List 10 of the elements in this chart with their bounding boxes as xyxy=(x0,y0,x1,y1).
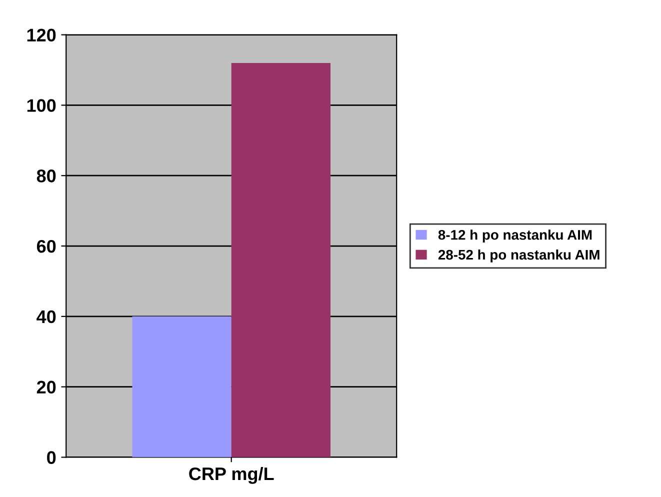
y-tick-label: 20 xyxy=(36,380,56,394)
x-tick-label: CRP mg/L xyxy=(189,466,274,484)
y-tick-label: 120 xyxy=(27,28,56,42)
y-tick-label: 40 xyxy=(36,310,56,324)
legend-label: 28-52 h po nastanku AIM xyxy=(438,249,600,262)
legend-label: 8-12 h po nastanku AIM xyxy=(438,230,592,243)
y-tick-label: 80 xyxy=(36,170,56,182)
y-tick-label: 0 xyxy=(47,451,56,464)
y-tick-label: 60 xyxy=(36,240,56,253)
y-tick-label: 100 xyxy=(27,99,56,112)
